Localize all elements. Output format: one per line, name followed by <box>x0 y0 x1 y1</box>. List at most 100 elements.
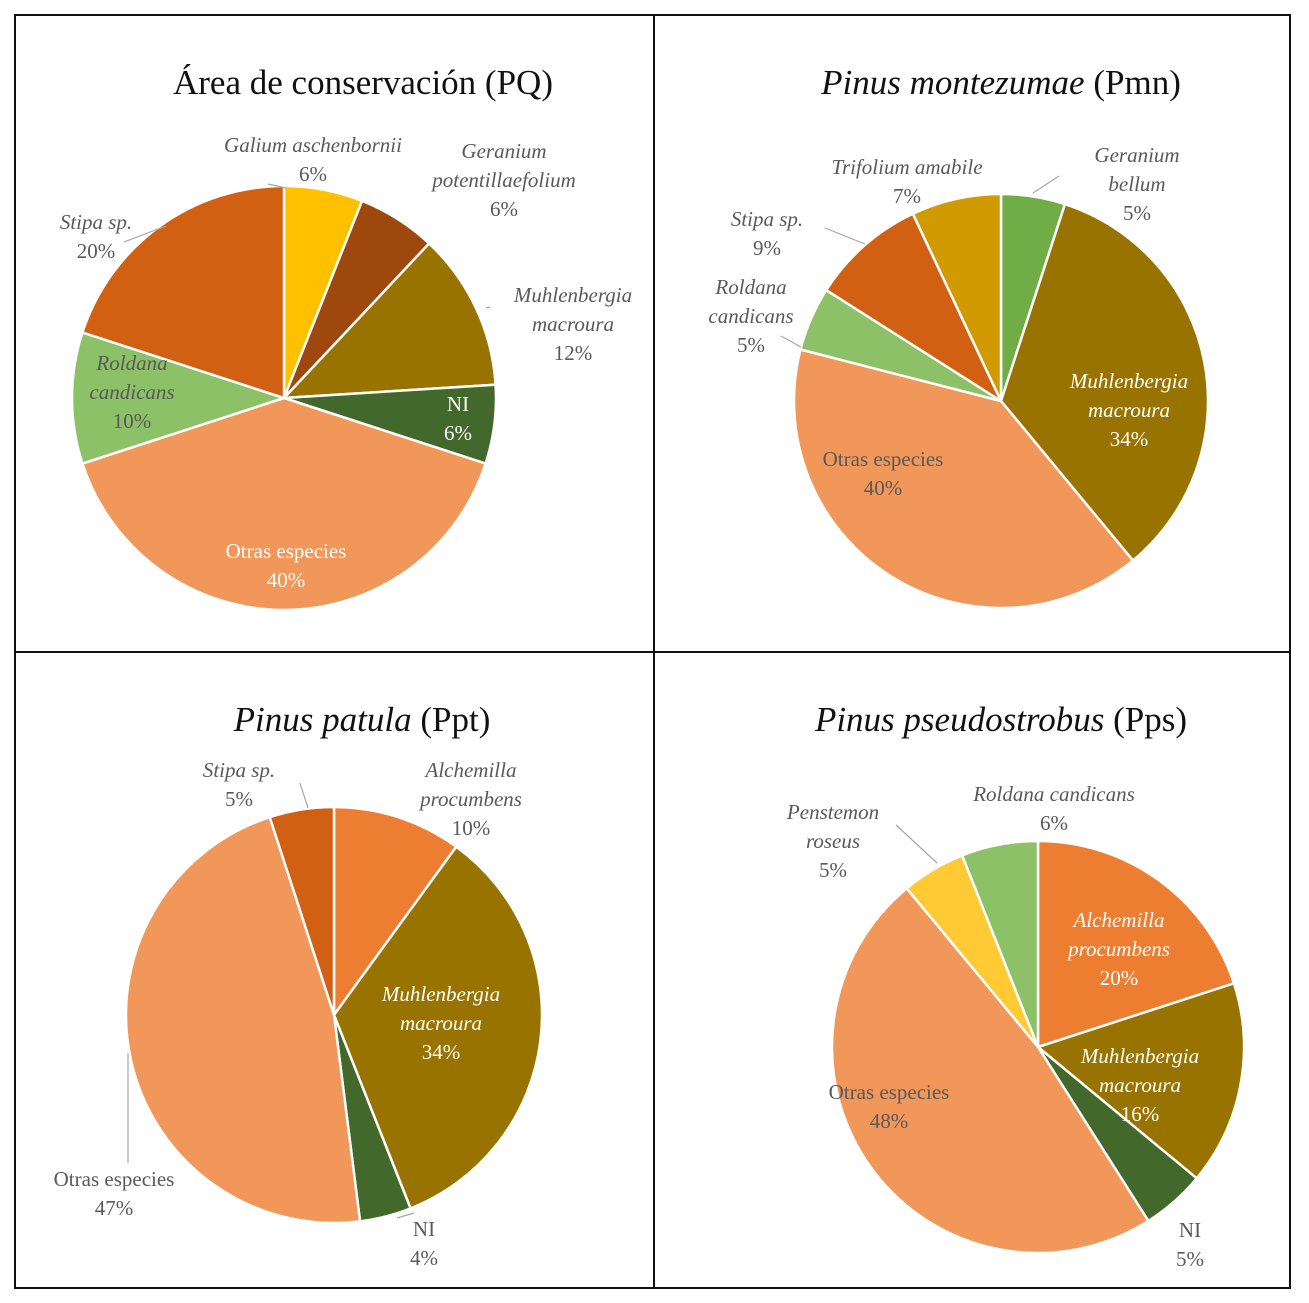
leader-line-ppt-stipa-sp <box>299 782 309 809</box>
data-label-percent: 4% <box>410 1246 438 1270</box>
data-label-ppt-alchemilla-procumbens: Alchemilla procumbens 10% <box>418 758 522 840</box>
chart-title-ppt: Pinus patula (Ppt) <box>233 700 491 739</box>
data-label-pps-alchemilla-procumbens: Alchemilla procumbens 20% <box>1066 908 1170 990</box>
pie-slice-pps-otras-especies <box>830 886 1151 1255</box>
data-label-name-line: Geranium <box>461 139 546 163</box>
data-label-percent: 6% <box>444 421 472 445</box>
data-label-name-line: procumbens <box>418 787 522 811</box>
data-label-name-line: Penstemon <box>786 800 879 824</box>
pie-slice-pmn-stipa-sp <box>824 212 1004 405</box>
data-label-name-line: Muhlenbergia <box>1080 1044 1199 1068</box>
chart-title-italic-ppt: Pinus patula <box>233 700 412 739</box>
data-label-name-line: Roldana candicans <box>972 782 1135 806</box>
data-label-name-line: Geranium <box>1094 143 1179 167</box>
data-label-pq-roldana-candicans: Roldana candicans 10% <box>89 351 174 433</box>
pie-slice-pps-roldana-candicans <box>960 839 1040 1048</box>
chart-title-normal-pps: (Pps) <box>1104 700 1187 739</box>
data-label-name-line: macroura <box>532 312 614 336</box>
data-label-percent: 7% <box>893 184 921 208</box>
data-label-pps-muhlenbergia-macroura: Muhlenbergia macroura 16% <box>1080 1044 1199 1126</box>
data-label-pq-ni: NI 6% <box>444 392 472 445</box>
data-label-name-line: Trifolium amabile <box>831 155 982 179</box>
data-label-name-line: bellum <box>1108 172 1165 196</box>
pie-slice-pq-stipa-sp <box>80 184 286 400</box>
pie-slice-pps-alchemilla-procumbens <box>1036 839 1236 1049</box>
data-label-name-line: candicans <box>89 380 174 404</box>
data-label-ppt-otras-especies: Otras especies 47% <box>54 1167 175 1220</box>
data-label-percent: 20% <box>77 239 116 263</box>
data-label-name-line: Roldana <box>95 351 167 375</box>
leader-line-pq-muhlenbergia-macroura <box>485 306 491 309</box>
chart-title-pps: Pinus pseudostrobus (Pps) <box>814 700 1187 739</box>
pie-chart-pq: Área de conservación (PQ) Galium aschenbo… <box>60 63 632 612</box>
data-label-name-line: Muhlenbergia <box>513 283 632 307</box>
pie-slice-pmn-trifolium-amabile <box>911 192 1003 402</box>
pie-slice-pps-muhlenbergia-macroura <box>1035 981 1246 1181</box>
data-label-pq-muhlenbergia-macroura: Muhlenbergia macroura 12% <box>513 283 632 365</box>
data-label-name-line: Alchemilla <box>424 758 517 782</box>
data-label-percent: 5% <box>225 787 253 811</box>
leader-line-pmn-stipa-sp <box>824 227 866 245</box>
data-label-percent: 9% <box>753 236 781 260</box>
data-label-name-line: Muhlenbergia <box>381 982 500 1006</box>
pie-slice-ppt-stipa-sp <box>268 805 336 1016</box>
data-label-percent: 5% <box>1123 201 1151 225</box>
data-label-percent: 10% <box>452 816 491 840</box>
data-label-percent: 16% <box>1121 1102 1160 1126</box>
data-label-pmn-trifolium-amabile: Trifolium amabile 7% <box>831 155 982 208</box>
pie-panel-pq: Área de conservación (PQ) Galium aschenbo… <box>16 16 653 651</box>
data-label-pmn-geranium-bellum: Geranium bellum 5% <box>1094 143 1179 225</box>
chart-title-italic-pps: Pinus pseudostrobus <box>814 700 1104 739</box>
data-label-name-line: macroura <box>400 1011 482 1035</box>
data-label-pps-penstemon-roseus: Penstemon roseus 5% <box>786 800 879 882</box>
data-label-name-line: Otras especies <box>823 447 944 471</box>
data-label-percent: 34% <box>1110 427 1149 451</box>
pie-chart-pmn: Pinus montezumae (Pmn) Geranium bellum 5% Mu… <box>708 63 1210 610</box>
data-label-percent: 6% <box>490 197 518 221</box>
data-label-name-line: macroura <box>1088 398 1170 422</box>
data-label-pmn-muhlenbergia-macroura: Muhlenbergia macroura 34% <box>1069 369 1188 451</box>
data-label-pps-roldana-candicans: Roldana candicans 6% <box>972 782 1135 835</box>
pie-panel-pps: Pinus pseudostrobus (Pps) Alchemilla procu… <box>655 653 1289 1287</box>
data-label-name-line: Stipa sp. <box>203 758 275 782</box>
data-label-ppt-stipa-sp: Stipa sp. 5% <box>203 758 275 811</box>
pie-slice-ppt-muhlenbergia-macroura <box>332 844 544 1211</box>
data-label-pmn-otras-especies: Otras especies 40% <box>823 447 944 500</box>
leader-line-pq-stipa-sp <box>123 225 167 243</box>
data-label-name-line: candicans <box>708 304 793 328</box>
pie-slice-pq-otras-especies <box>80 396 488 612</box>
data-label-name-line: Stipa sp. <box>731 207 803 231</box>
data-label-percent: 5% <box>737 333 765 357</box>
data-label-name-line: Otras especies <box>226 539 347 563</box>
data-label-name-line: roseus <box>806 829 860 853</box>
data-label-name-line: Galium aschenbornii <box>224 133 402 157</box>
data-label-pq-stipa-sp: Stipa sp. 20% <box>60 210 132 263</box>
data-label-percent: 5% <box>819 858 847 882</box>
pie-slice-pmn-muhlenbergia-macroura <box>999 202 1210 563</box>
data-label-name-line: Muhlenbergia <box>1069 369 1188 393</box>
data-label-name-line: Otras especies <box>829 1080 950 1104</box>
data-label-pq-otras-especies: Otras especies 40% <box>226 539 347 592</box>
data-label-name-line: potentillaefolium <box>430 168 575 192</box>
data-label-percent: 6% <box>299 162 327 186</box>
data-label-pps-ni: NI 5% <box>1176 1218 1204 1271</box>
pie-chart-pps: Pinus pseudostrobus (Pps) Alchemilla procu… <box>786 700 1246 1271</box>
pie-slice-pq-roldana-candicans <box>70 330 289 466</box>
data-label-name-line: procumbens <box>1066 937 1170 961</box>
leader-line-pq-galium-aschenbornii <box>267 183 287 189</box>
data-label-percent: 40% <box>864 476 903 500</box>
data-label-pps-otras-especies: Otras especies 48% <box>829 1080 950 1133</box>
data-label-pmn-stipa-sp: Stipa sp. 9% <box>731 207 803 260</box>
pie-panel-pmn: Pinus montezumae (Pmn) Geranium bellum 5% Mu… <box>655 16 1289 651</box>
data-label-ppt-ni: NI 4% <box>410 1217 438 1270</box>
pie-slice-pmn-otras-especies <box>792 347 1135 610</box>
data-label-name-line: Stipa sp. <box>60 210 132 234</box>
data-label-name-line: macroura <box>1099 1073 1181 1097</box>
chart-title-pmn: Pinus montezumae (Pmn) <box>820 63 1181 102</box>
data-label-name-line: Otras especies <box>54 1167 175 1191</box>
data-label-percent: 34% <box>422 1040 461 1064</box>
pie-slice-pq-muhlenbergia-macroura <box>280 241 497 400</box>
data-label-name-line: NI <box>1179 1218 1201 1242</box>
data-label-pmn-roldana-candicans: Roldana candicans 5% <box>708 275 793 357</box>
data-label-percent: 48% <box>870 1109 909 1133</box>
